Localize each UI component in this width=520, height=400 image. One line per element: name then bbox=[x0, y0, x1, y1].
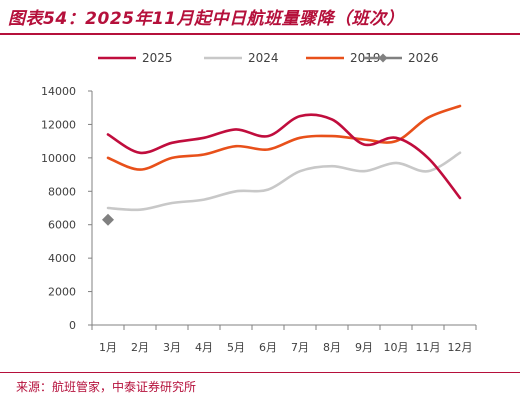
y-tick-label: 14000 bbox=[41, 85, 76, 98]
x-tick-label: 9月 bbox=[355, 341, 373, 354]
y-tick-label: 4000 bbox=[48, 252, 76, 265]
legend-item-2025: 2025 bbox=[98, 51, 173, 65]
x-tick-label: 1月 bbox=[99, 341, 117, 354]
legend-label: 2026 bbox=[408, 51, 439, 65]
chart-legend: 2025 2024 2019 2026 bbox=[98, 51, 439, 65]
y-tick-label: 0 bbox=[69, 319, 76, 332]
x-axis: 1月 2月 3月 4月 5月 6月 7月 8月 9月 10月 11月 12月 bbox=[91, 324, 477, 354]
legend-marker bbox=[378, 53, 388, 63]
series-2025-line bbox=[106, 113, 462, 200]
x-tick-label: 6月 bbox=[259, 341, 277, 354]
y-tick-label: 12000 bbox=[41, 118, 76, 131]
series-2024-line bbox=[106, 151, 462, 212]
chart-title: 图表54：2025年11月起中日航班量骤降（班次） bbox=[8, 9, 405, 29]
title-divider bbox=[0, 33, 520, 35]
y-tick-label: 8000 bbox=[48, 185, 76, 198]
series-2019-line bbox=[106, 104, 462, 171]
legend-label: 2025 bbox=[142, 51, 173, 65]
x-tick-label: 5月 bbox=[227, 341, 245, 354]
x-tick-label: 2月 bbox=[131, 341, 149, 354]
series-2026-marker bbox=[102, 213, 114, 226]
y-tick-label: 6000 bbox=[48, 219, 76, 232]
x-tick-label: 7月 bbox=[291, 341, 309, 354]
x-tick-label: 10月 bbox=[384, 341, 409, 354]
y-tick-label: 10000 bbox=[41, 152, 76, 165]
y-axis: 0 2000 4000 6000 8000 10000 12000 14000 bbox=[41, 85, 93, 332]
legend-item-2026: 2026 bbox=[364, 51, 439, 65]
x-tick-label: 11月 bbox=[416, 341, 441, 354]
legend-label: 2024 bbox=[248, 51, 279, 65]
source-note: 来源：航班管家，中泰证券研究所 bbox=[16, 380, 197, 394]
source-divider bbox=[0, 372, 520, 373]
x-tick-label: 4月 bbox=[195, 341, 213, 354]
x-tick-label: 8月 bbox=[323, 341, 341, 354]
x-tick-label: 12月 bbox=[448, 341, 473, 354]
y-tick-label: 2000 bbox=[48, 286, 76, 299]
x-tick-label: 3月 bbox=[163, 341, 181, 354]
legend-item-2024: 2024 bbox=[204, 51, 279, 65]
plot-area bbox=[102, 104, 462, 226]
